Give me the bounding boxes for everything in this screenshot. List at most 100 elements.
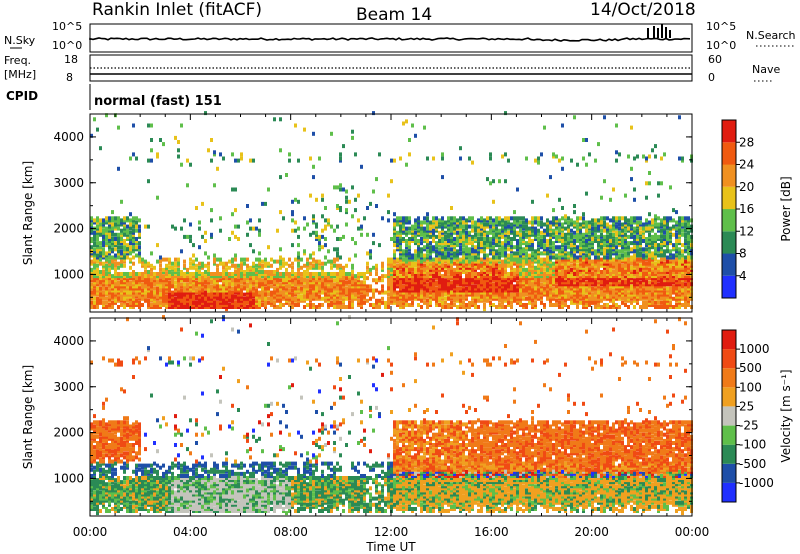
rti-cell xyxy=(558,257,561,262)
rti-cell xyxy=(96,228,99,233)
rti-cell xyxy=(540,296,543,301)
rti-cell xyxy=(405,119,408,124)
rti-cell xyxy=(450,263,453,268)
rti-cell xyxy=(333,274,336,279)
rti-cell xyxy=(609,267,612,272)
rti-cell xyxy=(426,234,429,239)
rti-cell xyxy=(315,197,318,202)
rti-cell xyxy=(489,228,492,233)
rti-cell xyxy=(534,294,537,299)
rti-cell xyxy=(441,300,444,305)
rti-cell xyxy=(438,278,441,283)
rti-cell xyxy=(606,251,609,256)
rti-cell xyxy=(603,296,606,301)
rti-cell xyxy=(531,257,534,262)
rti-cell xyxy=(585,253,588,258)
rti-cell xyxy=(573,278,576,283)
rti-cell xyxy=(534,253,537,258)
rti-cell xyxy=(393,251,396,256)
rti-cell xyxy=(102,303,105,307)
rti-cell xyxy=(309,272,312,276)
rti-cell xyxy=(174,257,177,262)
rti-cell xyxy=(120,280,123,285)
rti-cell xyxy=(432,290,435,295)
rti-cell xyxy=(450,234,453,239)
rti-cell xyxy=(609,218,612,223)
rti-cell xyxy=(138,259,141,264)
rti-cell xyxy=(501,220,504,225)
rti-cell xyxy=(186,158,189,163)
rti-cell xyxy=(90,294,93,299)
rti-cell xyxy=(135,278,138,283)
rti-cell xyxy=(114,237,117,241)
rti-cell xyxy=(348,303,351,307)
rti-cell xyxy=(150,267,153,272)
rti-cell xyxy=(519,300,522,305)
rti-cell xyxy=(489,230,492,235)
rti-cell xyxy=(537,230,540,235)
rti-cell xyxy=(366,206,369,210)
rti-cell xyxy=(570,232,573,237)
rti-cell xyxy=(543,257,546,262)
rti-cell xyxy=(549,234,552,239)
rti-cell xyxy=(489,245,492,250)
rti-cell xyxy=(471,296,474,301)
rti-cell xyxy=(189,303,192,307)
rti-cell xyxy=(114,294,117,299)
rti-cell xyxy=(297,274,300,279)
rti-cell xyxy=(591,292,594,297)
rti-cell xyxy=(255,280,258,285)
rti-cell xyxy=(483,228,486,233)
rti-cell xyxy=(297,257,300,262)
rti-cell xyxy=(216,284,219,289)
rti-cell xyxy=(159,292,162,297)
rti-cell xyxy=(417,267,420,272)
rti-cell xyxy=(390,290,393,295)
rti-cell xyxy=(561,270,564,274)
rti-cell xyxy=(297,278,300,283)
rti-cell xyxy=(90,300,93,305)
rti-cell xyxy=(483,230,486,235)
rti-cell xyxy=(546,274,549,279)
rti-cell xyxy=(372,189,375,194)
rti-cell xyxy=(579,237,582,241)
rti-cell xyxy=(474,286,477,291)
rti-cell xyxy=(471,216,474,221)
rti-cell xyxy=(486,230,489,235)
rti-cell xyxy=(111,222,114,227)
rti-cell xyxy=(612,290,615,295)
rti-cell xyxy=(333,286,336,291)
rti-cell xyxy=(258,300,261,305)
rti-cell xyxy=(498,303,501,307)
rti-cell xyxy=(207,292,210,297)
rti-cell xyxy=(585,234,588,239)
rti-cell xyxy=(510,305,513,309)
rti-cell xyxy=(537,255,540,260)
rti-cell xyxy=(336,263,339,268)
rti-cell xyxy=(516,247,519,252)
rti-cell xyxy=(99,257,102,262)
rti-cell xyxy=(453,280,456,285)
rti-cell xyxy=(261,280,264,285)
rti-cell xyxy=(591,286,594,291)
rti-cell xyxy=(594,278,597,283)
rti-cell xyxy=(420,261,423,266)
rti-cell xyxy=(519,237,522,241)
rti-cell xyxy=(543,303,546,307)
rti-cell xyxy=(192,296,195,301)
rti-cell xyxy=(486,280,489,285)
rti-cell xyxy=(246,300,249,305)
rti-cell xyxy=(498,278,501,283)
rti-cell xyxy=(96,267,99,272)
rti-cell xyxy=(600,296,603,301)
rti-cell xyxy=(123,263,126,268)
rti-cell xyxy=(216,278,219,283)
rti-cell xyxy=(558,278,561,283)
rti-cell xyxy=(180,274,183,279)
rti-cell xyxy=(312,274,315,279)
rti-cell xyxy=(519,303,522,307)
rti-cell xyxy=(306,257,309,262)
rti-cell xyxy=(420,280,423,285)
rti-cell xyxy=(507,257,510,262)
rti-cell xyxy=(456,286,459,291)
